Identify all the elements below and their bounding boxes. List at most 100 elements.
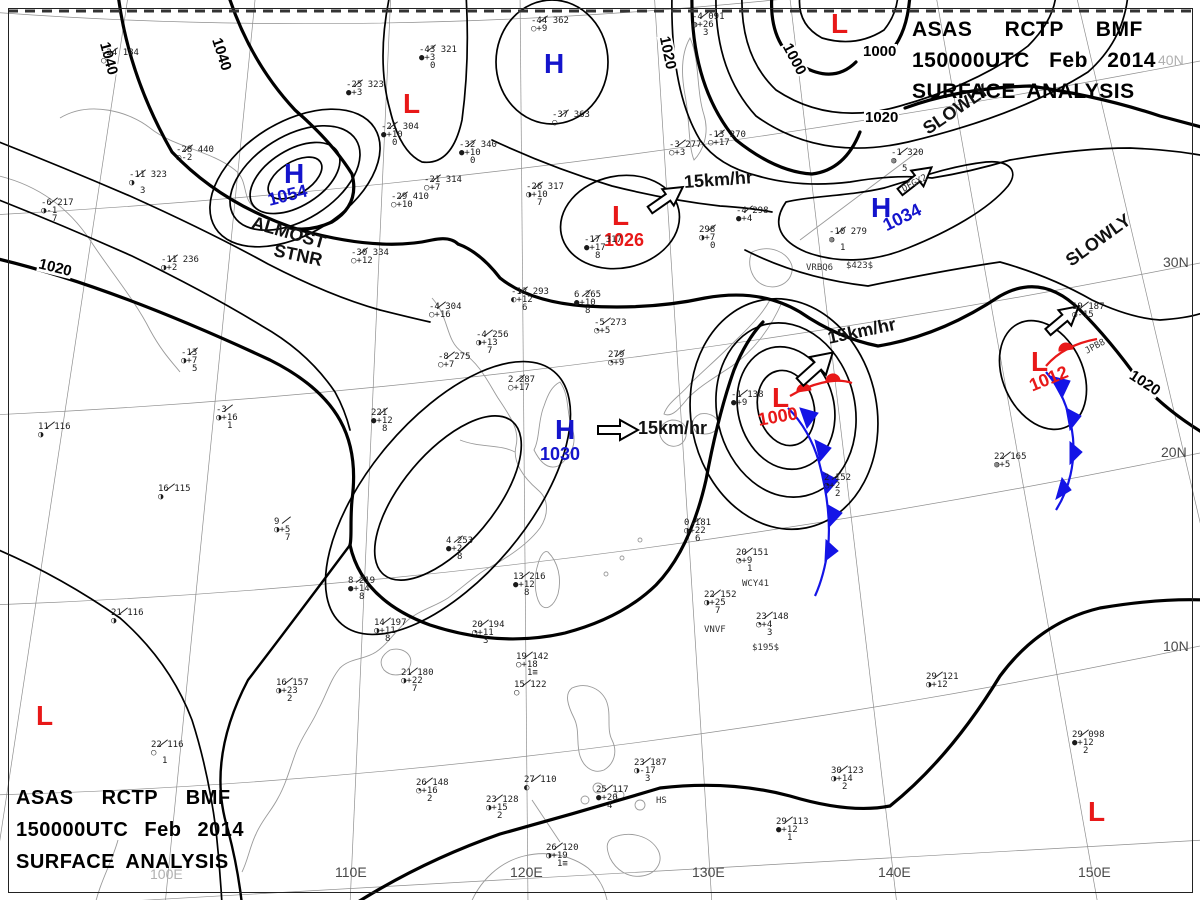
- station-plot: -43 321●+30: [419, 44, 457, 71]
- station-plot: 23 128 ◑ +15 2: [486, 794, 519, 821]
- station-plot: -13 ◑+75: [181, 347, 198, 374]
- station-plot: -1 138 ● +9: [731, 389, 764, 408]
- station-plot: 13 216 ● +12 8: [513, 571, 546, 598]
- station-plot: -11 236◑+2: [161, 254, 199, 273]
- grid-label-120e: 120E: [510, 864, 543, 880]
- station-plot: 21 116 ◑: [111, 607, 144, 626]
- high-center-letter: H: [555, 414, 576, 445]
- station-plot: 2 152 ◔ +2 2: [824, 472, 852, 499]
- grid-label-150e: 150E: [1078, 864, 1111, 880]
- station-plot: 26 148 ◔ +16 2: [416, 777, 449, 804]
- grid-label-110e: 110E: [335, 864, 367, 880]
- title-line: ASAS RCTP BMF: [16, 787, 231, 809]
- title-line: 150000UTC Feb 2014: [912, 49, 1156, 72]
- low-center-letter: L: [831, 8, 849, 39]
- motion-arrows: [597, 166, 1081, 442]
- low-center-letter: L: [612, 200, 630, 231]
- station-plot: 25 117 ● +20 4: [596, 784, 629, 811]
- station-plot: 2 287 ○ +17: [508, 374, 536, 393]
- station-plot: -6 217 ◑ -1 7: [41, 197, 74, 224]
- station-id: $195$: [752, 643, 780, 653]
- grid-label-100e: 100E: [150, 866, 183, 882]
- station-plot: -11 323◑3: [129, 169, 167, 196]
- title-block-top-right: ASAS RCTP BMF 150000UTC Feb 2014 SURFACE…: [912, 14, 1156, 107]
- station-plot: 23 187 ◑ -17 3: [634, 757, 667, 784]
- station-plot: -21 314○+7: [424, 174, 462, 193]
- isobar-label-1020-ne: 1020: [864, 109, 900, 126]
- station-plot: 6 265 ● +10 8: [574, 289, 602, 316]
- station-plot: -4 304 ○ +16: [429, 301, 462, 320]
- station-plot: -29 410○+10: [391, 191, 429, 210]
- station-plot: -44 362○+9: [531, 15, 569, 34]
- cold-front: [787, 371, 1083, 597]
- station-plot: 19 142 ○ +18 1≡: [516, 651, 549, 678]
- title-block-bottom-left: ASAS RCTP BMF 150000UTC Feb 2014 SURFACE…: [16, 782, 244, 878]
- station-id: VRBQ6: [806, 263, 834, 273]
- isobar-label-1000-b: 1000: [862, 43, 898, 60]
- station-plot: -30 334○+12: [351, 247, 389, 266]
- station-plot: -1 320 ◍ 5: [891, 147, 924, 174]
- station-plot: 15 122 ○: [514, 679, 547, 698]
- station-plot: 23 148 ◔ +4 3: [756, 611, 789, 638]
- high-center-letter: H: [284, 158, 305, 189]
- grid-label-30n: 30N: [1163, 254, 1189, 270]
- title-line: ASAS RCTP BMF: [912, 18, 1143, 41]
- station-plot: -13 270○+17: [708, 129, 746, 148]
- low-center-value: 1026: [604, 230, 645, 250]
- map-border: [8, 8, 1193, 893]
- station-plot: -3 277 ○ +3: [669, 139, 702, 158]
- title-line: 150000UTC Feb 2014: [16, 819, 245, 841]
- grid-label-130e: 130E: [692, 864, 725, 880]
- station-plot: 9 ◑ +5 7: [274, 516, 291, 543]
- high-center-letter: H: [871, 192, 892, 223]
- station-plot: 221●+128: [371, 407, 393, 434]
- grid-label-140e: 140E: [878, 864, 911, 880]
- station-plot: -3 ◑ +16 1: [216, 404, 238, 431]
- station-id: VNVF: [704, 625, 726, 635]
- grid-label-20n: 20N: [1161, 444, 1187, 460]
- station-plot: -4 256 ◑ +13 7: [476, 329, 509, 356]
- station-id: WCY41: [742, 579, 770, 589]
- low-center-letter: L: [772, 382, 790, 413]
- station-plot: -21 304●+100: [381, 121, 419, 148]
- station-plot: 22 165 ◍ +5: [994, 451, 1027, 470]
- station-plot: -24 184○: [101, 47, 139, 66]
- high-center-value: 1030: [540, 444, 581, 464]
- motion-annotation: 15km/hr: [638, 418, 708, 438]
- station-plot: 29 098 ● +12 2: [1072, 729, 1105, 756]
- title-line: SURFACE ANALYSIS: [912, 80, 1135, 103]
- low-center-letter: L: [1031, 346, 1049, 377]
- station-plot: 279◔+9: [608, 349, 625, 375]
- station-plot: -10 279◍1: [829, 226, 867, 253]
- station-plot: 19 187 ◔ -15: [1072, 301, 1105, 320]
- station-plot: -4 091 ◍ +26 3: [692, 11, 725, 38]
- station-plot: -17 317●+178: [584, 234, 622, 261]
- title-line: SURFACE ANALYSIS: [16, 851, 229, 873]
- station-plot: 4 253 ● +2 8: [446, 535, 474, 562]
- station-plot: 16 157 ◑ +23 2: [276, 677, 309, 704]
- station-plot: 8 219 ● +14 8: [348, 575, 376, 602]
- grid-label-10n: 10N: [1163, 638, 1189, 654]
- station-plot: 14 197 ◑ +11 8: [374, 617, 407, 644]
- station-plot: 21 180 ◑ +22 7: [401, 667, 434, 694]
- station-plot: 27 110 ◐: [524, 774, 557, 793]
- station-plot: -5 273 ◔ +5: [594, 317, 627, 336]
- station-plot: 29 121 ◑ +12: [926, 671, 959, 690]
- station-plot: 16 115 ◑: [158, 483, 191, 502]
- station-plot: 0 181 ◑ +22 6: [684, 517, 712, 544]
- station-plot: 22 152 ◑ +25 7: [704, 589, 737, 616]
- station-plot: 20 151 ◔ +9 1: [736, 547, 769, 574]
- station-plot: 22 116 ○ 1: [151, 739, 184, 766]
- station-id: $423$: [846, 261, 874, 271]
- low-center-letter: L: [1088, 796, 1106, 827]
- station-plot: -28 440○-2: [176, 144, 214, 163]
- station-plot: -8 275 ○ +7: [438, 351, 471, 370]
- station-plot: -4 298 ● +4: [736, 205, 769, 224]
- station-plot: 30 123 ◑ +14 2: [831, 765, 864, 792]
- high-center-letter: H: [544, 48, 565, 79]
- station-plot: -12 293◐+126: [511, 286, 549, 313]
- station-plot: -25 323●+3: [346, 79, 384, 98]
- warm-front: [789, 337, 1098, 397]
- station-plot: 29 113 ● +12 1: [776, 816, 809, 843]
